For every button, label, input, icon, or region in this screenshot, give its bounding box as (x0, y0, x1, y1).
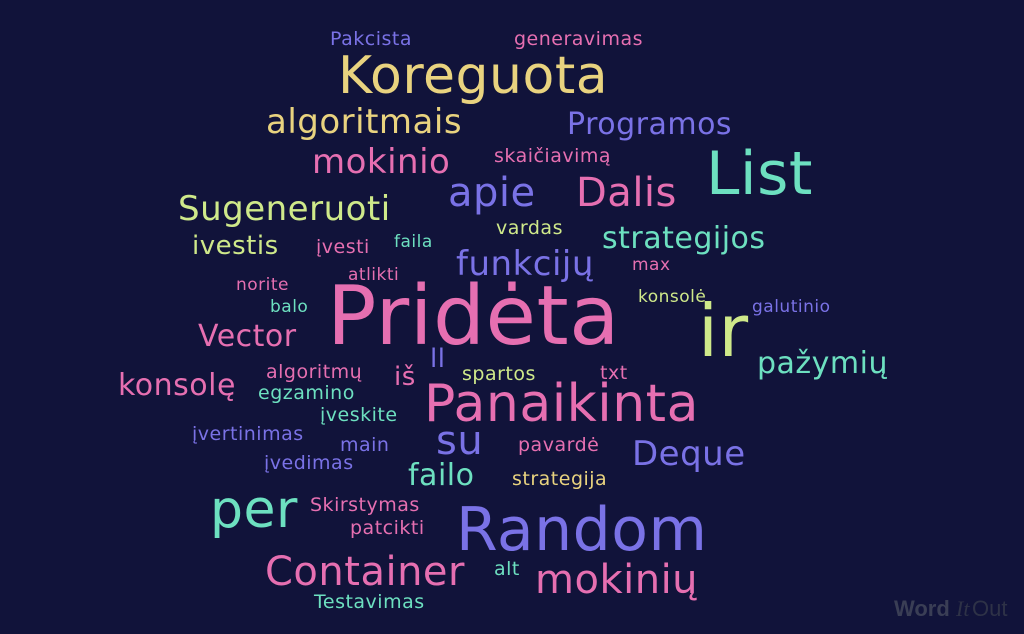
word-mokinio: mokinio (312, 142, 451, 182)
word-ivesti: įvesti (316, 236, 370, 258)
word-funkciju: funkcijų (456, 244, 594, 284)
word-deque: Deque (632, 434, 746, 474)
word-generavimas: generavimas (514, 28, 644, 50)
word-is: iš (394, 362, 416, 392)
word-max: max (632, 255, 671, 275)
wordle-logo: Word It Out (890, 592, 1020, 628)
word-spartos: spartos (462, 363, 536, 385)
word-egzamino: egzamino (258, 382, 355, 404)
word-programos: Programos (567, 107, 733, 142)
word-dalis: Dalis (576, 170, 677, 216)
word-patcikti: patcikti (350, 517, 425, 539)
word-iveskite: įveskite (320, 404, 398, 426)
word-konsole2: konsolę (118, 368, 236, 403)
word-ll: ll (430, 344, 446, 374)
logo-it-text: It (956, 596, 970, 621)
word-ir: ir (698, 289, 749, 373)
word-algoritmais: algoritmais (266, 102, 463, 142)
word-txt: txt (600, 362, 628, 384)
word-vardas: vardas (496, 217, 563, 239)
word-algoritmu: algoritmų (266, 361, 363, 383)
word-ivertinimas: įvertinimas (192, 423, 304, 445)
word-failo: failo (408, 458, 475, 493)
word-skirstymas: Skirstymas (310, 494, 420, 516)
word-per: per (210, 480, 298, 540)
word-list: List (706, 139, 813, 209)
word-pavarde: pavardė (518, 434, 600, 456)
word-vector: Vector (198, 319, 297, 354)
word-konsole: konsolė (638, 287, 707, 307)
word-balo: balo (270, 297, 309, 317)
word-pazymiu: pažymių (757, 346, 888, 381)
logo-out-text: Out (972, 596, 1008, 621)
word-testavimas: Testavimas (314, 591, 425, 613)
word-ivestis: ivestis (192, 231, 279, 261)
word-su: su (436, 418, 484, 464)
word-galutinio: galutinio (752, 297, 831, 317)
word-ivedimas: įvedimas (264, 452, 354, 474)
logo-word-text: Word (894, 596, 950, 621)
word-panaikinta: Panaikinta (424, 374, 699, 434)
word-alt: alt (494, 558, 520, 580)
word-main: main (340, 434, 390, 456)
word-prideta: Pridėta (327, 269, 620, 364)
word-faila: faila (394, 232, 433, 252)
word-strategija: strategija (512, 468, 608, 490)
word-norite: norite (236, 275, 290, 295)
word-random: Random (456, 495, 708, 565)
word-skaiciavima: skaičiavimą (494, 145, 612, 167)
word-pakcista: Pakcista (330, 28, 412, 50)
word-mokiniu: mokinių (535, 557, 699, 603)
word-apie: apie (448, 170, 536, 216)
word-sugeneruoti: Sugeneruoti (178, 189, 391, 229)
word-koreguota: Koreguota (338, 46, 609, 106)
word-container: Container (265, 549, 465, 595)
word-strategijos: strategijos (602, 221, 766, 256)
word-atlikti: atlikti (348, 265, 400, 285)
